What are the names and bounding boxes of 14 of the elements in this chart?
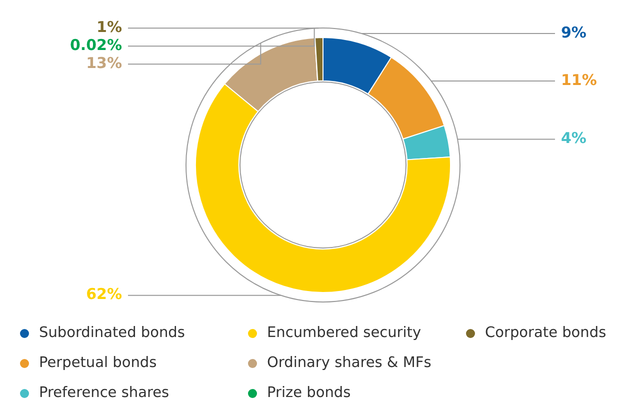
legend-label: Ordinary shares & MFs — [267, 355, 432, 371]
legend-label: Encumbered security — [267, 325, 422, 341]
data-label: 1% — [96, 18, 122, 36]
data-label: 4% — [561, 129, 586, 148]
legend-label: Corporate bonds — [485, 325, 606, 341]
data-label: 62% — [86, 285, 122, 304]
legend-label: Preference shares — [39, 385, 170, 401]
legend-label: Subordinated bonds — [39, 325, 185, 341]
data-label: 13% — [86, 54, 122, 72]
data-label: 11% — [561, 70, 597, 89]
legend-label: Perpetual bonds — [39, 355, 157, 371]
legend-label: Prize bonds — [267, 385, 351, 401]
data-label: 0.02% — [70, 36, 122, 54]
data-label: 9% — [561, 23, 586, 42]
